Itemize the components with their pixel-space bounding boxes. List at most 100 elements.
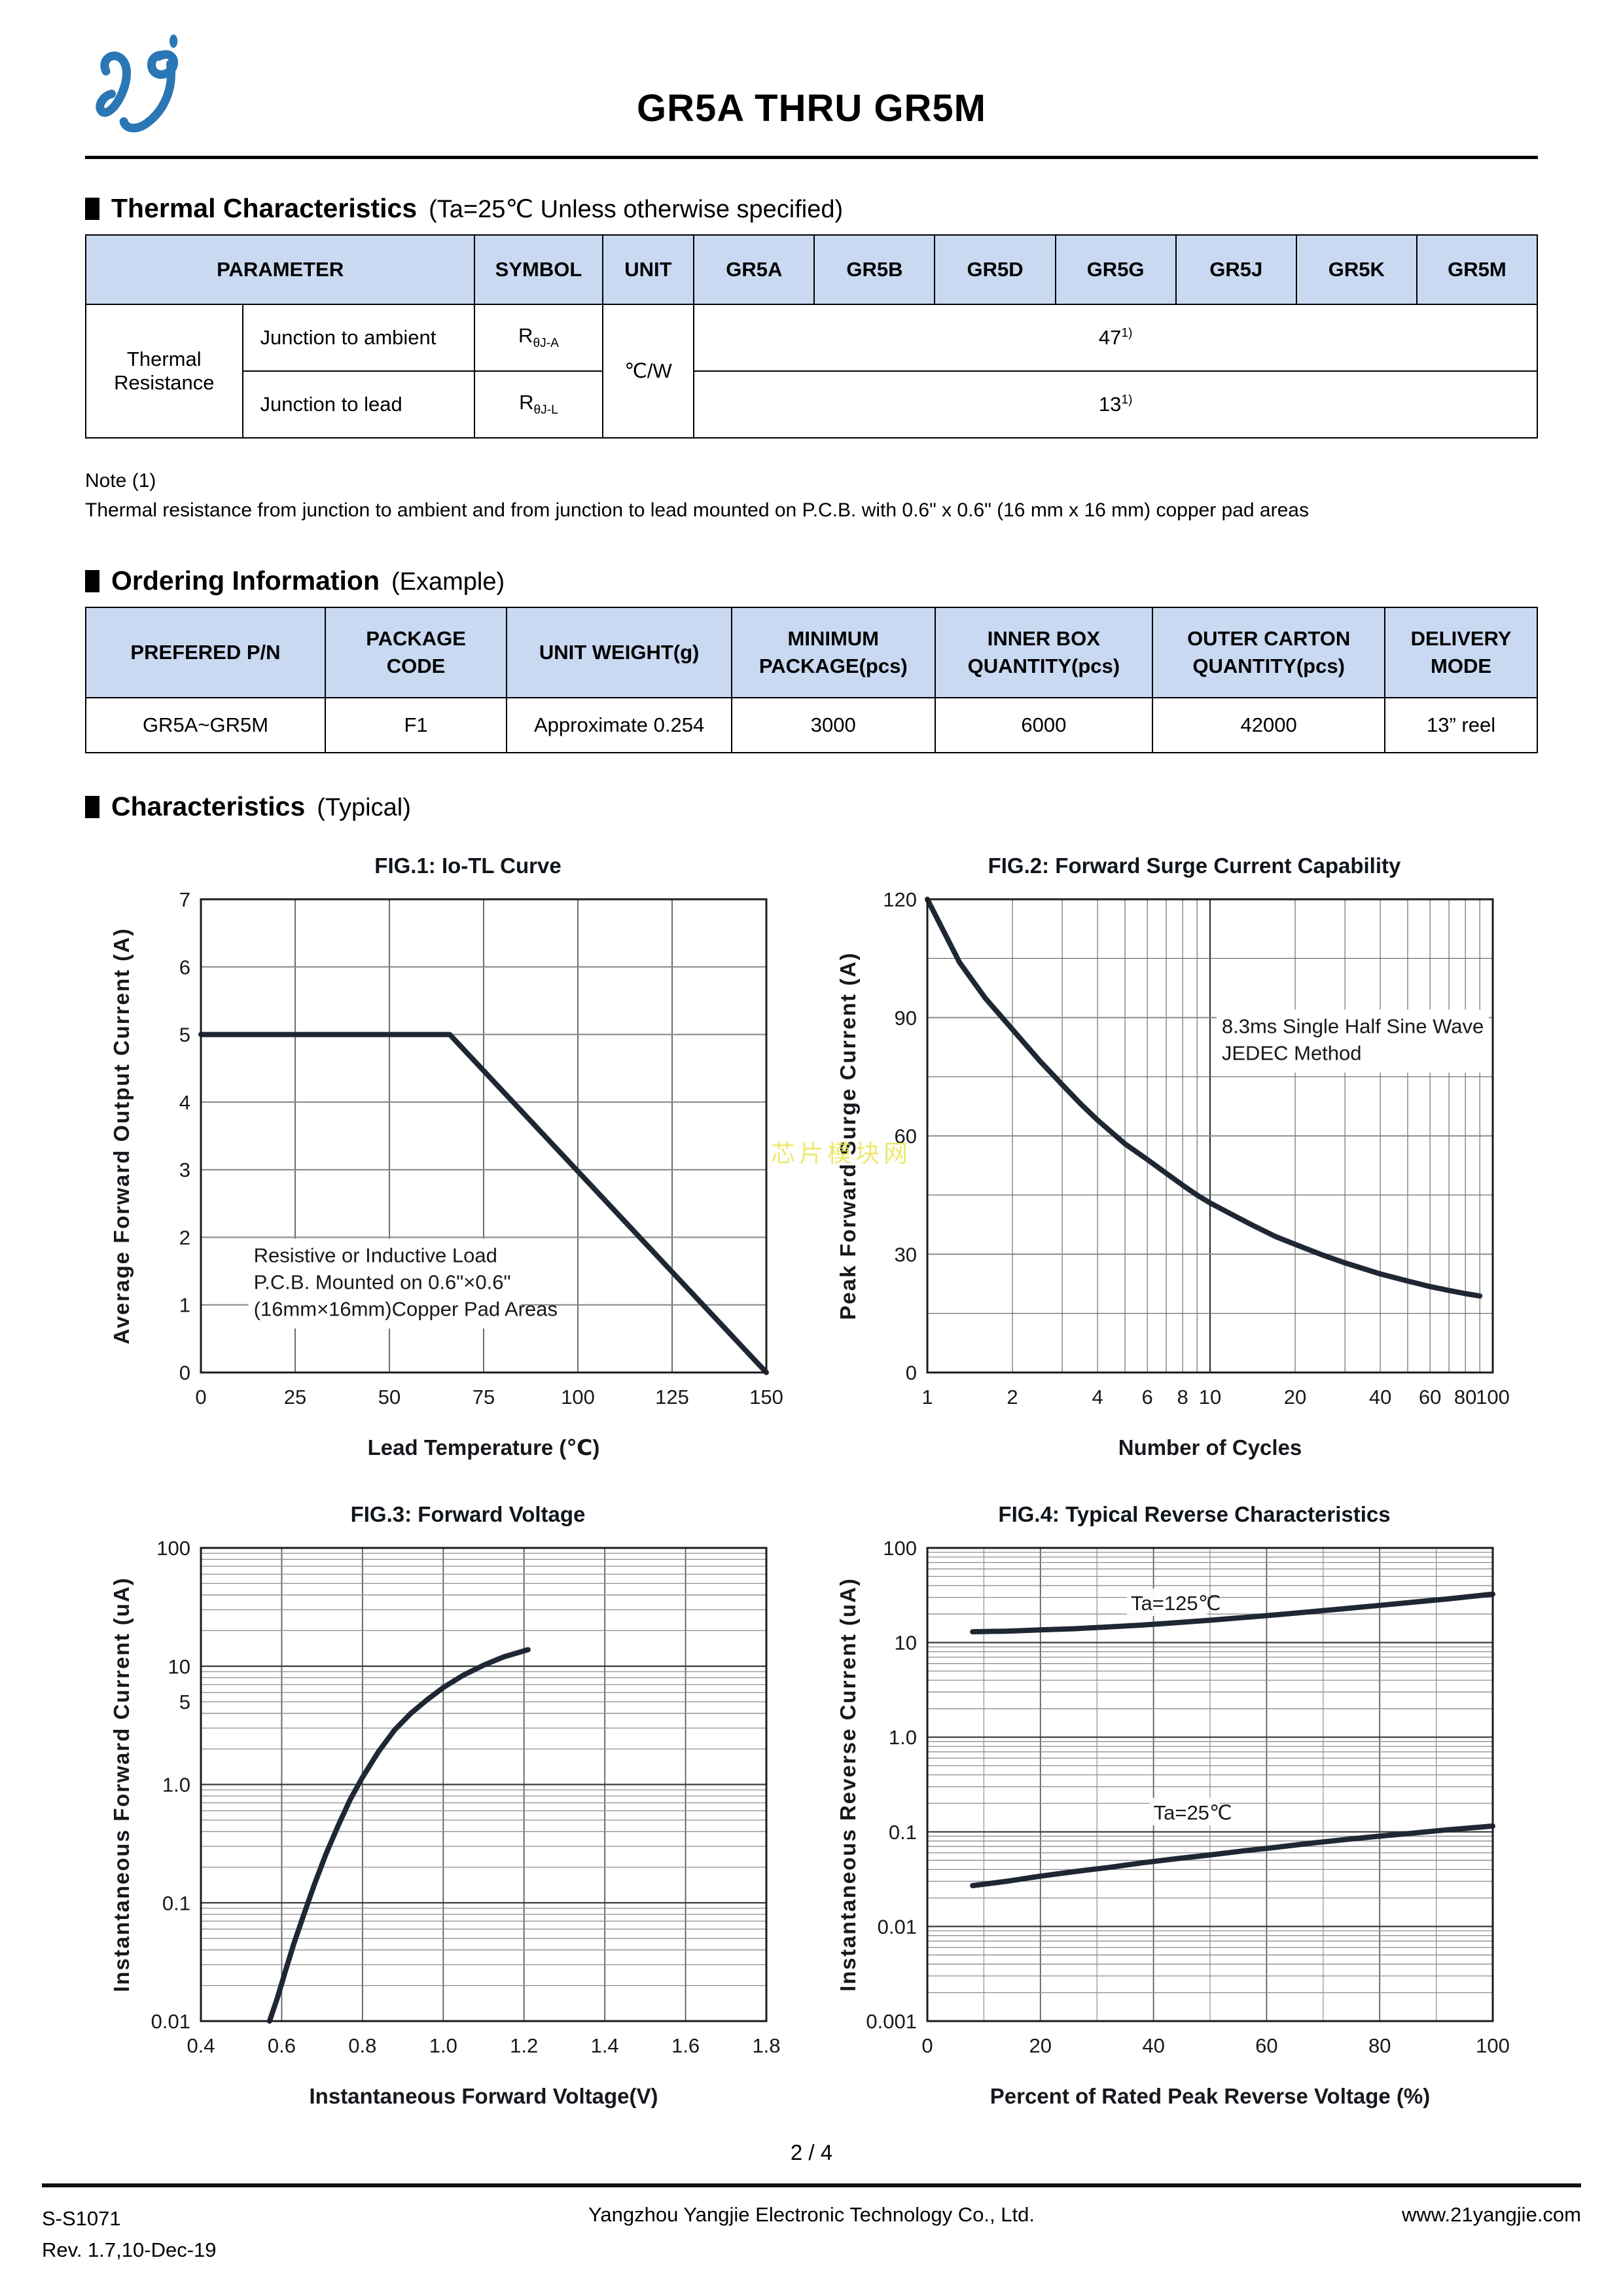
ordering-col-header: PACKAGE CODE <box>324 607 508 698</box>
svg-text:100: 100 <box>1476 1386 1510 1408</box>
svg-text:120: 120 <box>883 888 917 911</box>
section-title: Ordering Information <box>111 565 380 596</box>
col-header-part: GR5K <box>1295 234 1418 305</box>
col-header-part: GR5M <box>1416 234 1539 305</box>
section-bullet-icon <box>85 569 99 592</box>
svg-text:100: 100 <box>561 1386 595 1408</box>
thermal-characteristics-table: PARAMETER SYMBOL UNIT GR5A GR5B GR5D GR5G GR… <box>84 234 1539 439</box>
section-thermal-characteristics: Thermal Characteristics (Ta=25℃ Unless o… <box>85 193 1538 224</box>
thermal-value-lead: 131) <box>693 370 1538 439</box>
watermark-text: 芯片模块网 <box>771 1140 912 1167</box>
svg-text:1.0: 1.0 <box>429 2034 457 2057</box>
svg-text:20: 20 <box>1284 1386 1306 1408</box>
ordering-col-header: DELIVERY MODE <box>1384 607 1538 698</box>
fig2-chart: 8.3ms Single Half Sine Wave JEDEC Method 1… <box>836 888 1510 1460</box>
col-header-part: GR5D <box>934 234 1056 305</box>
svg-text:30: 30 <box>895 1243 917 1266</box>
svg-text:0.01: 0.01 <box>878 1915 917 1938</box>
svg-text:1.2: 1.2 <box>510 2034 538 2057</box>
svg-text:Percent of Rated Peak Reverse: Percent of Rated Peak Reverse Voltage (%… <box>990 2084 1430 2108</box>
svg-text:1: 1 <box>179 1294 190 1317</box>
thermal-table-header-row: PARAMETER SYMBOL UNIT GR5A GR5B GR5D GR5G GR… <box>84 234 1539 305</box>
svg-text:6: 6 <box>1142 1386 1153 1408</box>
col-header-part: GR5J <box>1175 234 1297 305</box>
svg-text:75: 75 <box>473 1386 495 1408</box>
svg-text:Instantaneous Reverse Current: Instantaneous Reverse Current (uA) <box>836 1577 860 1992</box>
svg-text:40: 40 <box>1369 1386 1391 1408</box>
svg-text:0.01: 0.01 <box>151 2010 190 2033</box>
page-number: 2 / 4 <box>790 2140 833 2164</box>
ordering-cell: GR5A~GR5M <box>85 697 326 753</box>
doc-revision: Rev. 1.7,10-Dec-19 <box>42 2238 217 2261</box>
fig1-io-tl-curve: FIG.1: Io-TL Curve Resistive or Inductiv… <box>85 835 812 1472</box>
svg-text:4: 4 <box>1092 1386 1103 1408</box>
fig1-chart: Resistive or Inductive Load P.C.B. Mounte… <box>109 888 783 1460</box>
section-title: Thermal Characteristics <box>111 193 418 223</box>
svg-text:1.4: 1.4 <box>591 2034 619 2057</box>
section-subtitle: (Ta=25℃ Unless otherwise specified) <box>429 196 844 223</box>
company-website: www.21yangjie.com <box>1402 2202 1581 2226</box>
section-characteristics: Characteristics (Typical) <box>85 791 1538 822</box>
thermal-param-junction-lead: Junction to lead <box>241 370 476 439</box>
svg-text:JEDEC Method: JEDEC Method <box>1222 1042 1362 1065</box>
thermal-symbol-rthja: RθJ-A <box>474 304 603 372</box>
svg-text:5: 5 <box>179 1024 190 1047</box>
svg-text:3: 3 <box>179 1158 190 1181</box>
svg-text:60: 60 <box>1419 1386 1441 1408</box>
section-bullet-icon <box>85 197 99 220</box>
svg-text:0.8: 0.8 <box>348 2034 376 2057</box>
svg-text:100: 100 <box>156 1537 190 1560</box>
svg-text:60: 60 <box>895 1125 917 1148</box>
svg-text:90: 90 <box>895 1007 917 1030</box>
fig2-forward-surge: FIG.2: Forward Surge Current Capability … <box>812 835 1538 1472</box>
section-title: Characteristics <box>111 791 306 821</box>
svg-text:125: 125 <box>655 1386 689 1408</box>
svg-text:7: 7 <box>179 888 190 911</box>
ordering-cell: 3000 <box>731 697 936 753</box>
svg-text:0: 0 <box>906 1361 917 1384</box>
svg-text:1.8: 1.8 <box>752 2034 780 2057</box>
section-ordering-information: Ordering Information (Example) <box>85 565 1538 596</box>
svg-text:0.4: 0.4 <box>187 2034 215 2057</box>
fig4-title: FIG.4: Typical Reverse Characteristics <box>998 1502 1391 1526</box>
svg-text:8.3ms Single Half Sine Wave: 8.3ms Single Half Sine Wave <box>1222 1015 1484 1038</box>
svg-text:(16mm×16mm)Copper Pad Areas: (16mm×16mm)Copper Pad Areas <box>254 1298 558 1321</box>
fig2-title: FIG.2: Forward Surge Current Capability <box>988 853 1401 878</box>
svg-text:0: 0 <box>179 1361 190 1384</box>
ordering-col-header: MINIMUM PACKAGE(pcs) <box>731 607 936 698</box>
svg-text:1.0: 1.0 <box>889 1726 917 1749</box>
ordering-cell: 42000 <box>1152 697 1386 753</box>
svg-text:0.001: 0.001 <box>866 2010 917 2033</box>
yangjie-logo-icon <box>96 34 179 133</box>
svg-text:1.6: 1.6 <box>671 2034 700 2057</box>
characteristics-charts-grid: FIG.1: Io-TL Curve Resistive or Inductiv… <box>85 835 1538 2121</box>
fig1-title: FIG.1: Io-TL Curve <box>374 853 562 878</box>
svg-text:5: 5 <box>179 1691 190 1713</box>
fig3-forward-voltage: FIG.3: Forward Voltage 0.4 0.6 0.8 1.0 1.2 1.… <box>85 1484 812 2121</box>
svg-text:2: 2 <box>1007 1386 1018 1408</box>
svg-text:2: 2 <box>179 1226 190 1249</box>
svg-text:80: 80 <box>1368 2034 1391 2057</box>
thermal-group-label: Thermal Resistance <box>85 304 243 439</box>
ordering-table-header-row: PREFERED P/N PACKAGE CODE UNIT WEIGHT(g) MI… <box>85 607 1538 698</box>
table-row: Thermal Resistance Junction to ambient R… <box>85 304 1538 439</box>
note-title: Note (1) <box>85 470 156 492</box>
svg-text:60: 60 <box>1255 2034 1277 2057</box>
svg-text:10: 10 <box>168 1655 190 1678</box>
ordering-col-header: UNIT WEIGHT(g) <box>506 607 732 698</box>
thermal-value-ambient: 471) <box>693 304 1538 372</box>
svg-text:0.6: 0.6 <box>268 2034 296 2057</box>
svg-text:150: 150 <box>749 1386 783 1408</box>
doc-code: S-S1071 <box>42 2206 121 2230</box>
fig3-title: FIG.3: Forward Voltage <box>350 1502 586 1526</box>
ordering-information-table: PREFERED P/N PACKAGE CODE UNIT WEIGHT(g) MI… <box>85 607 1538 753</box>
page-header: GR5A THRU GR5M <box>85 26 1538 152</box>
svg-text:20: 20 <box>1029 2034 1052 2057</box>
fig4-reverse-characteristics: FIG.4: Typical Reverse Characteristics T… <box>812 1484 1538 2121</box>
svg-text:1.0: 1.0 <box>162 1774 190 1797</box>
thermal-unit-value: ℃/W <box>601 304 695 439</box>
svg-text:Instantaneous Forward Current: Instantaneous Forward Current (uA) <box>109 1577 134 1992</box>
svg-text:25: 25 <box>284 1386 306 1408</box>
svg-text:0: 0 <box>921 2034 933 2057</box>
svg-text:4: 4 <box>179 1091 190 1114</box>
